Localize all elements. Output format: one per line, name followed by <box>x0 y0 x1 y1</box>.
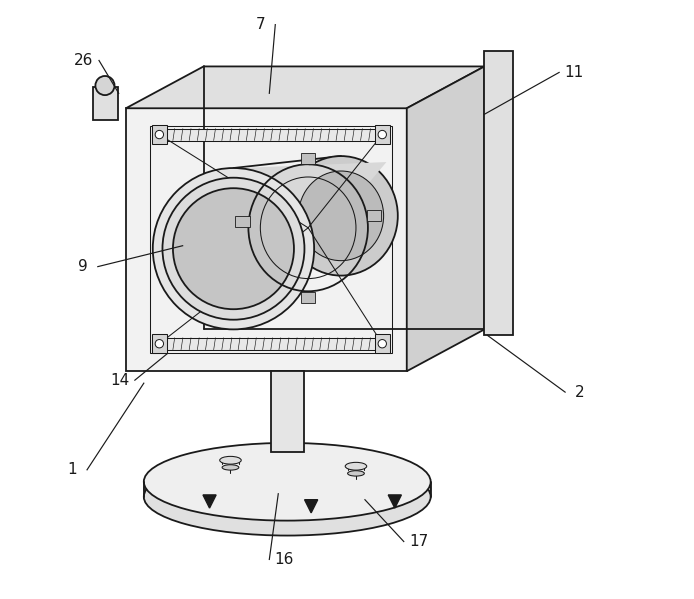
Bar <box>151 125 167 144</box>
Text: 14: 14 <box>110 373 130 388</box>
Polygon shape <box>203 495 216 508</box>
Bar <box>375 334 390 353</box>
Polygon shape <box>228 162 387 277</box>
Bar <box>159 338 383 350</box>
Text: 26: 26 <box>74 53 94 68</box>
Circle shape <box>153 168 314 329</box>
Polygon shape <box>388 495 401 508</box>
Ellipse shape <box>144 458 431 536</box>
Bar <box>271 371 304 452</box>
Ellipse shape <box>144 443 431 521</box>
Circle shape <box>155 340 164 348</box>
Polygon shape <box>126 66 484 108</box>
Ellipse shape <box>298 171 384 261</box>
Text: 17: 17 <box>409 534 428 549</box>
Ellipse shape <box>285 156 398 276</box>
Text: 1: 1 <box>67 462 77 477</box>
Bar <box>235 216 250 227</box>
Bar <box>93 87 118 120</box>
Text: 9: 9 <box>78 259 87 274</box>
Text: 7: 7 <box>255 17 265 32</box>
Bar <box>150 126 392 353</box>
Circle shape <box>95 76 115 95</box>
Circle shape <box>378 131 387 139</box>
Bar <box>301 153 315 164</box>
Ellipse shape <box>220 456 242 464</box>
Circle shape <box>378 340 387 348</box>
Text: 2: 2 <box>575 385 585 400</box>
Text: 11: 11 <box>564 65 584 80</box>
Circle shape <box>173 188 294 309</box>
Polygon shape <box>407 66 484 371</box>
Circle shape <box>162 178 305 320</box>
Bar <box>159 129 383 141</box>
Bar <box>375 125 390 144</box>
Bar <box>484 52 513 335</box>
Ellipse shape <box>345 462 366 470</box>
Bar <box>151 334 167 353</box>
Bar <box>126 108 407 371</box>
Ellipse shape <box>348 471 364 476</box>
Polygon shape <box>305 500 318 513</box>
Bar <box>301 292 315 302</box>
Text: 16: 16 <box>275 552 294 567</box>
Circle shape <box>155 131 164 139</box>
Bar <box>366 210 381 221</box>
Ellipse shape <box>222 465 239 470</box>
